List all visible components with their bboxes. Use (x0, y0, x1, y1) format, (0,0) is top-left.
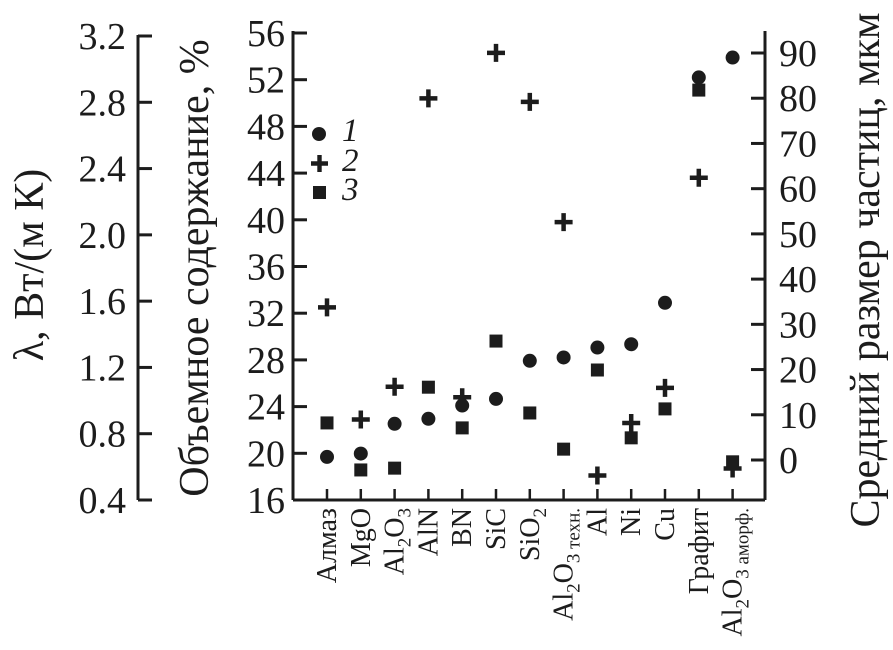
content-tick-label: 44 (247, 153, 285, 195)
legend-label-2: 2 (342, 142, 359, 179)
lambda-tick-label: 2.4 (79, 149, 127, 191)
category-label: MgO (346, 508, 377, 567)
category-label: Cu (650, 508, 681, 541)
series-2-point-8 (588, 466, 607, 485)
series-2-point-11 (689, 168, 708, 187)
content-tick-label: 16 (247, 480, 285, 522)
category-label: AlN (413, 508, 444, 556)
series-2-point-4 (453, 388, 472, 407)
content-tick-label: 48 (247, 106, 285, 148)
lambda-tick-label: 2.0 (79, 215, 127, 257)
series-2-point-10 (656, 378, 674, 397)
legend-item-2: 2 (304, 142, 359, 179)
series-1-point-11 (691, 70, 706, 85)
size-tick-label: 0 (779, 440, 798, 482)
series-3-point-7 (557, 442, 571, 456)
category-label: Ni (616, 508, 647, 536)
category-label: Алмаз (312, 508, 343, 583)
series-3-point-8 (590, 363, 604, 377)
category-label: SiC (481, 508, 512, 550)
circle-marker-icon (312, 126, 326, 141)
series-3-point-2 (388, 461, 402, 475)
size-tick-label: 60 (779, 169, 817, 211)
series-1-point-8 (590, 340, 605, 355)
category-label: Al2O3 техн. (549, 508, 585, 621)
size-tick-label: 10 (779, 395, 817, 437)
series-1-point-1 (353, 446, 368, 461)
series-1-point-2 (387, 416, 402, 431)
series-3-point-4 (455, 421, 469, 435)
size-tick-label: 90 (779, 33, 817, 75)
size-tick-label: 30 (779, 304, 817, 346)
category-label: Al2O3 (380, 508, 416, 575)
content-tick-label: 28 (247, 340, 285, 382)
series-3-point-6 (523, 406, 537, 420)
series-1-point-0 (320, 449, 334, 464)
series-2-point-2 (385, 377, 404, 396)
legend-marker-cell (304, 186, 334, 200)
size-tick-label: 50 (779, 214, 817, 256)
size-tick-label: 70 (779, 123, 817, 165)
size-tick-label: 20 (779, 350, 817, 392)
lambda-tick-label: 0.8 (79, 414, 127, 456)
series-1-point-12 (725, 50, 740, 65)
series-1-point-6 (522, 353, 537, 368)
size-axis-title: Средний размер частиц, мкм (843, 12, 889, 528)
series-3-point-5 (489, 334, 503, 348)
series-3-point-1 (354, 463, 368, 477)
series-2-point-6 (520, 92, 539, 111)
series-2-point-3 (419, 89, 438, 108)
size-tick-label: 80 (779, 78, 817, 120)
series-1-point-7 (556, 350, 571, 365)
lambda-tick-label: 2.8 (79, 82, 127, 124)
legend-marker-cell (304, 154, 334, 173)
lambda-tick-label: 3.2 (79, 16, 127, 58)
category-label: Al (582, 508, 613, 536)
category-label: Графит (684, 508, 715, 594)
series-2-point-0 (318, 298, 336, 317)
legend-item-1: 1 (304, 113, 359, 150)
series-2-point-7 (554, 213, 573, 232)
series-3-point-0 (320, 416, 334, 430)
category-label: BN (447, 508, 478, 547)
series-2-point-9 (622, 413, 641, 432)
legend-label-3: 3 (342, 172, 359, 209)
series-2-point-1 (351, 410, 370, 429)
series-3-point-10 (658, 402, 672, 416)
series-3-point-3 (421, 380, 435, 394)
series-1-point-9 (624, 337, 639, 352)
content-axis-title: Объемное содержание, % (172, 39, 218, 497)
content-tick-label: 52 (247, 60, 285, 102)
content-tick-label: 24 (247, 387, 285, 429)
series-3-point-12 (726, 455, 740, 469)
legend: 1 2 3 (304, 113, 359, 209)
lambda-axis-title: λ, Вт/(м К) (7, 168, 53, 362)
legend-item-3: 3 (304, 172, 359, 209)
size-tick-label: 40 (779, 259, 817, 301)
content-tick-label: 40 (247, 200, 285, 242)
lambda-tick-label: 1.6 (79, 281, 127, 323)
square-marker-icon (312, 186, 326, 200)
series-3-point-11 (692, 83, 706, 97)
series-1-point-3 (421, 411, 436, 426)
series-1-point-10 (658, 295, 672, 310)
content-tick-label: 32 (247, 293, 285, 335)
content-tick-label: 20 (247, 433, 285, 475)
series-3-point-9 (624, 431, 638, 445)
lambda-tick-label: 1.2 (79, 347, 127, 389)
legend-label-1: 1 (342, 113, 359, 150)
series-1-point-5 (489, 391, 503, 406)
content-tick-label: 56 (247, 13, 285, 55)
series-2-point-5 (487, 43, 505, 62)
plus-marker-icon (310, 154, 328, 172)
legend-marker-cell (304, 126, 334, 141)
category-label: Al2O3 аморф. (718, 508, 754, 637)
category-label: SiO2 (515, 508, 551, 561)
content-tick-label: 36 (247, 247, 285, 289)
lambda-tick-label: 0.4 (79, 480, 127, 522)
